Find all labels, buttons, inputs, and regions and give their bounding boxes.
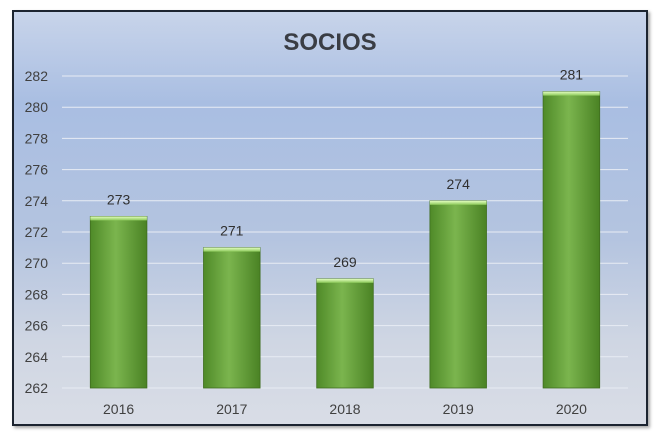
x-tick-label: 2018 [329,401,360,417]
y-tick-label: 270 [25,255,49,271]
bars [89,91,601,389]
bar [89,215,148,389]
x-tick-label: 2020 [556,401,587,417]
y-tick-label: 280 [25,99,49,115]
bar [316,278,374,389]
bar-cap [429,200,487,205]
data-label: 271 [220,223,244,239]
chart-frame: SOCIOS 262 264 266 268 270 272 274 276 278 280 282… [12,10,648,426]
bar-chart: SOCIOS 262 264 266 268 270 272 274 276 278 280 282… [25,29,628,417]
bar-2019 [429,200,487,389]
y-tick-label: 282 [25,68,49,84]
bar-2020 [542,91,601,389]
y-tick-label: 264 [25,349,49,365]
bar-cap [203,247,261,252]
bar-cap [543,91,600,96]
data-labels: 273 271 269 274 281 [107,67,583,270]
y-tick-label: 276 [25,162,49,178]
bar-2016 [89,215,148,389]
y-tick-label: 278 [25,130,49,146]
y-axis-ticks: 262 264 266 268 270 272 274 276 278 280 282 [25,68,49,396]
data-label: 273 [107,191,131,207]
bar [203,247,261,389]
x-tick-label: 2016 [103,401,134,417]
x-tick-label: 2019 [443,401,474,417]
data-label: 274 [447,176,471,192]
bar-2017 [203,247,261,389]
y-tick-label: 274 [25,193,49,209]
gridlines [62,75,628,389]
data-label: 281 [560,67,584,83]
data-label: 269 [333,254,357,270]
bar [542,91,601,389]
bar-cap [90,216,147,221]
chart-title: SOCIOS [283,29,376,56]
x-axis-ticks: 2016 2017 2018 2019 2020 [103,401,587,417]
x-tick-label: 2017 [216,401,247,417]
y-tick-label: 262 [25,380,49,396]
bar-cap [316,278,374,283]
y-tick-label: 266 [25,318,49,334]
bar-2018 [316,278,374,389]
y-tick-label: 272 [25,224,49,240]
bar [429,200,487,389]
y-tick-label: 268 [25,286,49,302]
